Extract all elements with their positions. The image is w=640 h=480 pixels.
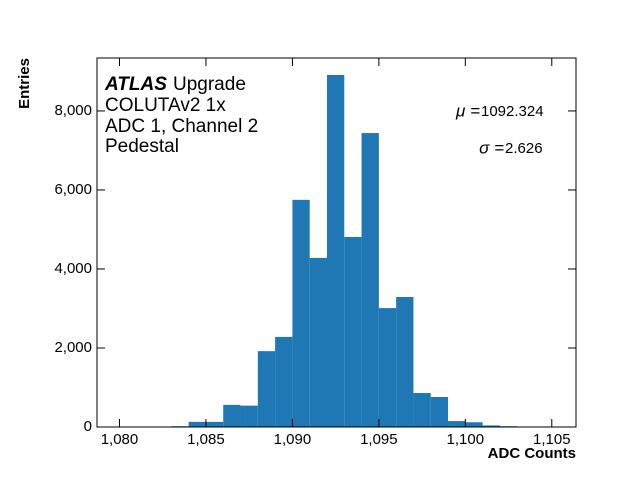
bar [257,351,276,427]
bar [205,421,224,427]
bar [292,199,310,427]
bar [482,425,500,427]
bar [396,297,414,427]
stat-symbol: σ = [479,138,504,157]
x-tick-label: 1,090 [274,431,312,448]
y-tick-label: 4,000 [54,260,92,277]
y-axis-label: Entries [16,58,33,109]
y-tick-label: 8,000 [54,102,92,119]
stat-value: 1092.324 [481,103,544,120]
y-tick-label: 0 [84,418,92,435]
y-tick-label: 2,000 [54,339,92,356]
bar [344,236,362,427]
x-tick-label: 1,100 [447,431,485,448]
bar [448,421,466,427]
x-tick-label: 1,085 [187,431,225,448]
bar [430,396,449,427]
plot-frame [96,57,577,428]
bar [465,422,483,427]
x-tick-label: 1,105 [533,431,571,448]
stat-symbol: μ = [455,101,480,120]
bar [413,393,431,427]
x-axis-label: ADC Counts [488,445,576,462]
bar [326,74,345,427]
bar [223,404,241,427]
bar [309,257,327,427]
y-tick-label: 6,000 [54,181,92,198]
experiment-label: ATLAS [104,74,167,95]
stat-value: 2.626 [505,140,543,157]
annotation: Pedestal [105,136,179,157]
x-tick-label: 1,095 [360,431,398,448]
experiment-tag: Upgrade [173,74,246,95]
x-tick-label: 1,080 [101,431,139,448]
bar [378,308,397,427]
annotation: ADC 1, Channel 2 [105,116,258,137]
annotation: COLUTAv2 1x [105,95,226,116]
bar [188,421,206,427]
bar [361,133,379,427]
bar [240,405,258,427]
bar [275,336,293,427]
